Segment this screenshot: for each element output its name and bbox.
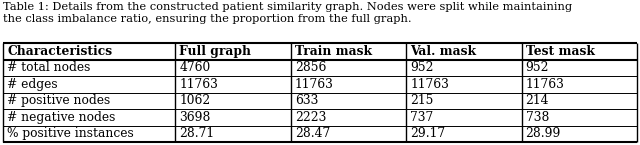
Text: 1062: 1062 <box>179 94 211 107</box>
Text: # negative nodes: # negative nodes <box>7 111 115 124</box>
Text: 633: 633 <box>295 94 318 107</box>
Text: 952: 952 <box>525 61 549 74</box>
Text: 11763: 11763 <box>410 78 449 91</box>
Text: 28.99: 28.99 <box>525 127 561 140</box>
Text: 738: 738 <box>525 111 549 124</box>
Text: # total nodes: # total nodes <box>7 61 90 74</box>
Text: 11763: 11763 <box>179 78 218 91</box>
Text: # positive nodes: # positive nodes <box>7 94 110 107</box>
Text: 28.71: 28.71 <box>179 127 214 140</box>
Text: Val. mask: Val. mask <box>410 45 476 58</box>
Text: 28.47: 28.47 <box>295 127 330 140</box>
Text: 2856: 2856 <box>295 61 326 74</box>
Text: 4760: 4760 <box>179 61 211 74</box>
Text: 215: 215 <box>410 94 433 107</box>
Text: 11763: 11763 <box>295 78 333 91</box>
Text: Test mask: Test mask <box>525 45 595 58</box>
Text: Characteristics: Characteristics <box>7 45 112 58</box>
Text: 11763: 11763 <box>525 78 564 91</box>
Text: 3698: 3698 <box>179 111 211 124</box>
Text: 737: 737 <box>410 111 433 124</box>
Text: 29.17: 29.17 <box>410 127 445 140</box>
Text: Train mask: Train mask <box>295 45 372 58</box>
Text: 952: 952 <box>410 61 434 74</box>
Text: Table 1: Details from the constructed patient similarity graph. Nodes were split: Table 1: Details from the constructed pa… <box>3 2 572 12</box>
Text: Full graph: Full graph <box>179 45 252 58</box>
Text: % positive instances: % positive instances <box>7 127 134 140</box>
Text: 214: 214 <box>525 94 549 107</box>
Text: # edges: # edges <box>7 78 58 91</box>
Text: the class imbalance ratio, ensuring the proportion from the full graph.: the class imbalance ratio, ensuring the … <box>3 14 412 24</box>
Text: 2223: 2223 <box>295 111 326 124</box>
